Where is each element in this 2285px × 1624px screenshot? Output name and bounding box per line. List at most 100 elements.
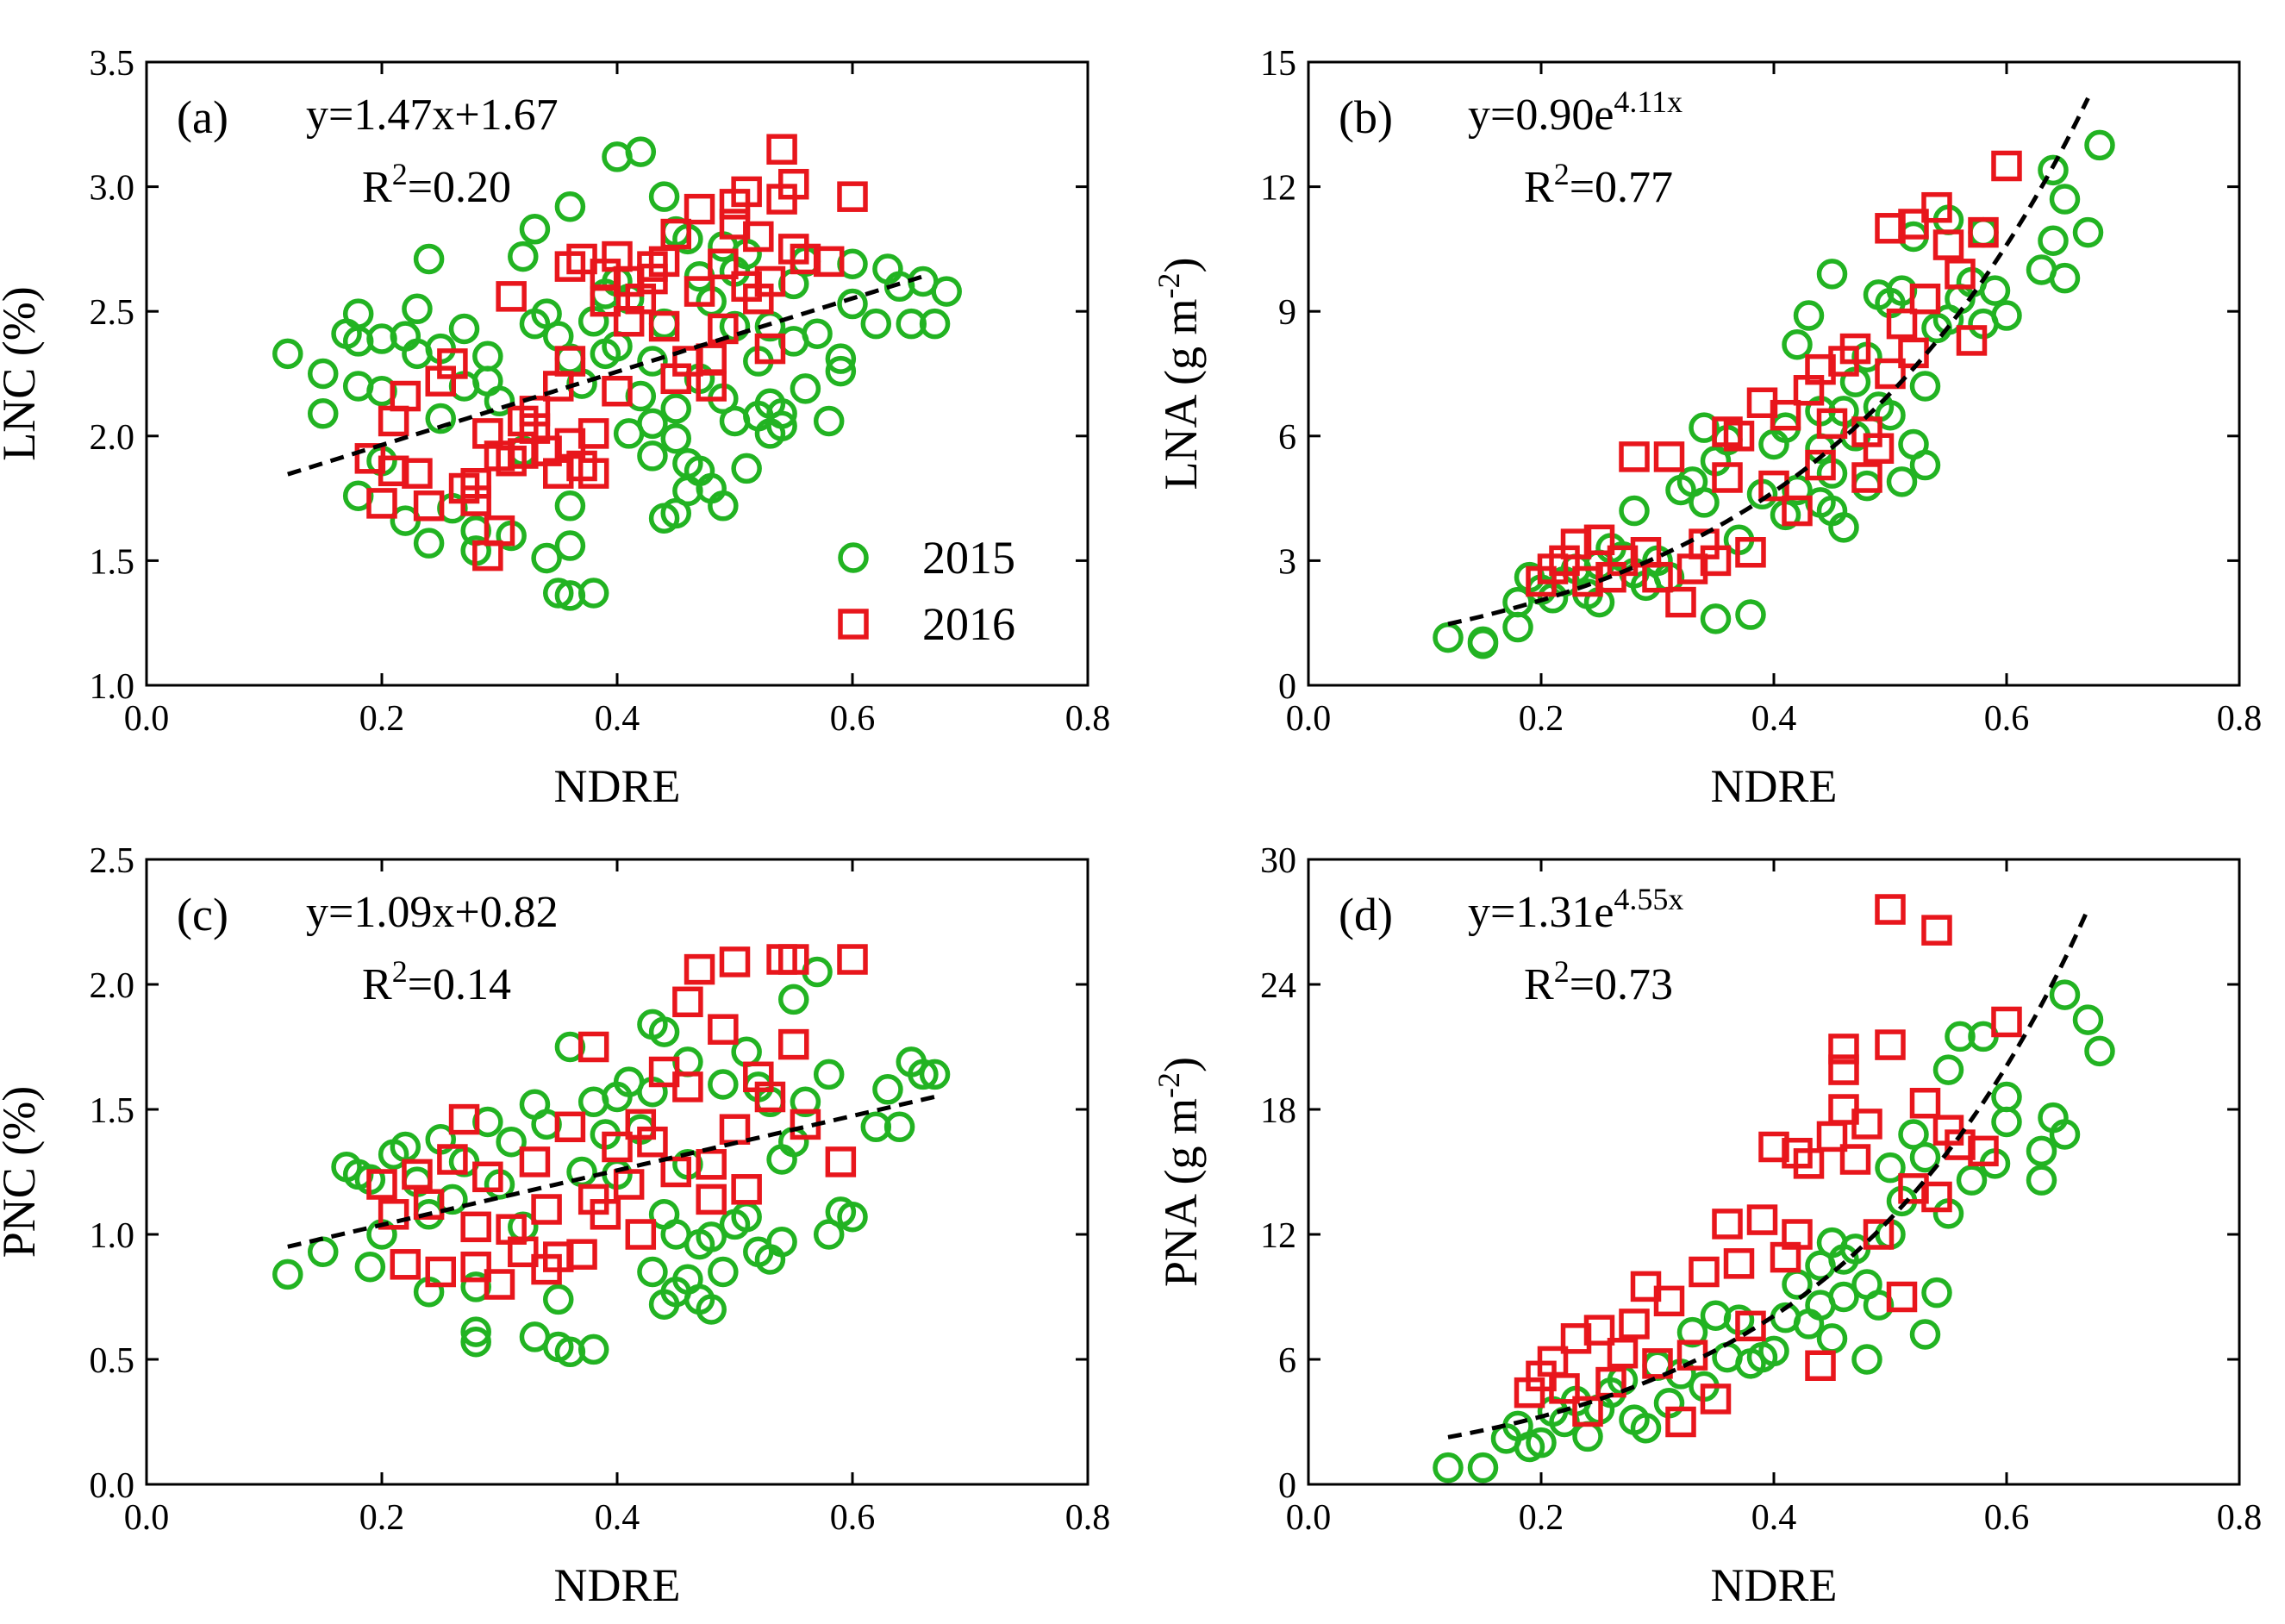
point-2016 [1968,216,1999,248]
point-2015 [731,453,762,484]
y-tick-label: 1.0 [90,1216,135,1256]
point-2015 [766,1144,797,1175]
chart-panels: 0.0 0.2 0.4 0.6 0.8 1.0 1.5 2.0 2.5 3.0 3.5 (a) y=1.… [0,44,2262,1611]
point-2016 [448,1103,480,1135]
point-2015 [1875,1152,1906,1184]
point-2015 [1689,412,1720,443]
y-axis-title-c-main: PNC (%) [0,1086,45,1259]
y-tick-label: 1.5 [90,542,135,582]
point-2015 [778,984,809,1015]
point-2015 [1502,611,1533,643]
point-2016 [378,1199,409,1230]
point-2016 [1863,1219,1895,1250]
point-2015 [1828,512,1859,543]
point-2016 [413,1189,445,1220]
point-2016 [1758,1131,1789,1163]
point-2016 [378,405,409,437]
point-2016 [1991,150,2022,182]
y-axis-title-d-main: PNA (g m [1155,1098,1207,1287]
point-2016 [1712,416,1743,447]
r-squared-b: R2=0.77 [1524,157,1673,212]
point-2016 [743,221,774,253]
y-axis-title-d-close: ) [1155,1057,1207,1072]
point-2016 [660,1156,691,1188]
r-squared-c-sup: 2 [392,954,408,989]
point-2016 [1805,353,1836,385]
equation-b: y=0.90e4.11x [1468,84,1683,140]
x-tick-label: 0.8 [2217,699,2263,739]
point-2016 [531,1194,562,1225]
point-2016 [1735,537,1766,568]
point-2016 [1921,191,1952,223]
point-2015 [508,240,539,272]
y-tick-label: 12 [1260,1216,1296,1256]
point-2015 [790,1086,821,1118]
point-2015 [637,346,668,377]
point-2016 [1839,1144,1871,1175]
point-2016 [437,1144,468,1175]
point-2015 [1816,259,1848,290]
point-2016 [1653,441,1685,472]
point-2015 [1932,1054,1964,1085]
point-2015 [460,1326,491,1358]
point-2016 [1909,283,1941,315]
point-2016 [672,1071,703,1102]
point-2015 [625,136,657,167]
equation-b-main: y=0.90e [1468,91,1614,140]
legend-label: 2016 [922,598,1015,650]
point-2016 [1851,462,1882,493]
point-2015 [1851,1269,1882,1300]
point-2016 [425,1256,456,1288]
r-squared-b-main: R [1524,163,1554,212]
y-axis-title-d-sup: -2 [1152,1072,1186,1098]
r-squared-c-main: R [362,960,392,1009]
point-2016 [602,1131,633,1163]
equation-d: y=1.31e4.55x [1468,882,1683,937]
y-axis-title-c: PNC (%) [0,1086,45,1259]
y-tick-label: 1.0 [90,667,135,707]
point-2015 [696,1221,727,1252]
point-2015 [1991,1106,2022,1138]
equation-c-main: y=1.09x+0.82 [306,888,559,937]
point-2016 [1945,259,1976,290]
point-2016 [1991,1006,2022,1038]
point-2016 [696,371,727,402]
point-2015 [648,1016,680,1047]
point-2015 [1735,599,1766,630]
point-2016 [1898,1173,1929,1204]
point-2015 [1467,626,1499,658]
point-2015 [1886,275,1918,306]
point-2015 [1909,449,1941,481]
point-2016 [672,986,703,1018]
point-2015 [766,398,797,429]
point-2015 [484,385,515,417]
point-2015 [908,1059,939,1090]
point-2016 [402,458,433,489]
point-2015 [1433,1452,1464,1483]
x-axis-title-c: NDRE [554,1559,681,1611]
point-2016 [484,1269,515,1300]
point-2016 [719,946,751,978]
point-2016 [390,380,421,412]
point-2016 [1805,1350,1836,1381]
point-2015 [554,490,586,522]
x-tick-label: 0.4 [595,1498,640,1538]
y-tick-label: 3.0 [90,169,135,209]
point-2015 [590,338,621,370]
point-2015 [1898,1119,1929,1150]
y-tick-label: 0 [1278,667,1296,707]
point-2016 [1875,213,1906,244]
point-2015 [837,1201,868,1233]
point-2015 [2084,1035,2115,1067]
r-squared-c: R2=0.14 [362,954,511,1009]
point-2016 [648,246,680,278]
legend-label: 2015 [922,532,1015,584]
panel-label-a: (a) [177,91,228,143]
points-a [272,134,962,611]
point-2016 [778,944,809,975]
point-2015 [931,276,962,307]
point-2015 [554,530,586,561]
point-2016 [1642,1348,1673,1379]
points-d [1433,894,2115,1483]
point-2015 [531,542,562,574]
